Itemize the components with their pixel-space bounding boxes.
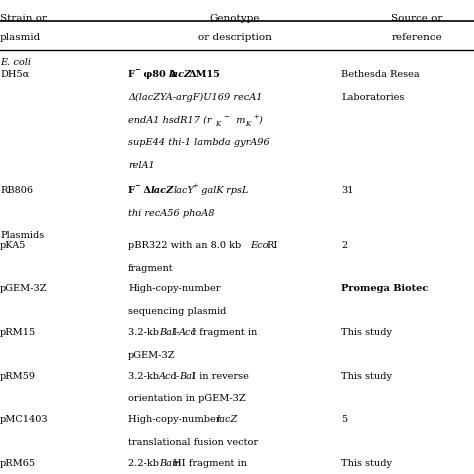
Text: Bal: Bal xyxy=(159,328,175,337)
Text: 3.2-kb: 3.2-kb xyxy=(128,372,162,381)
Text: K: K xyxy=(245,120,250,128)
Text: High-copy-number: High-copy-number xyxy=(128,284,220,293)
Text: I-: I- xyxy=(172,328,179,337)
Text: Bal: Bal xyxy=(179,372,195,381)
Text: endA1 hsdR17 (r: endA1 hsdR17 (r xyxy=(128,116,211,125)
Text: This study: This study xyxy=(341,328,392,337)
Text: 31: 31 xyxy=(341,186,354,195)
Text: Bam: Bam xyxy=(159,459,181,468)
Text: Δ(lacZYA-argF)U169 recA1: Δ(lacZYA-argF)U169 recA1 xyxy=(128,93,263,102)
Text: m: m xyxy=(230,116,246,125)
Text: Plasmids: Plasmids xyxy=(0,231,44,240)
Text: pKA5: pKA5 xyxy=(0,241,27,250)
Text: plasmid: plasmid xyxy=(0,33,41,42)
Text: pMC1403: pMC1403 xyxy=(0,415,49,424)
Text: Promega Biotec: Promega Biotec xyxy=(341,284,428,293)
Text: High-copy-number: High-copy-number xyxy=(128,415,224,424)
Text: K: K xyxy=(215,120,220,128)
Text: pBR322 with an 8.0 kb: pBR322 with an 8.0 kb xyxy=(128,241,245,250)
Text: sequencing plasmid: sequencing plasmid xyxy=(128,307,227,316)
Text: Eco: Eco xyxy=(250,241,268,250)
Text: I fragment in: I fragment in xyxy=(192,328,258,337)
Text: reference: reference xyxy=(392,33,443,42)
Text: E. coli: E. coli xyxy=(0,58,31,67)
Text: Acc: Acc xyxy=(179,328,197,337)
Text: supE44 thi-1 lambda gyrA96: supE44 thi-1 lambda gyrA96 xyxy=(128,138,270,147)
Text: or description: or description xyxy=(198,33,272,42)
Text: −: − xyxy=(135,66,140,74)
Text: This study: This study xyxy=(341,372,392,381)
Text: lacY: lacY xyxy=(173,186,194,195)
Text: ΔM15: ΔM15 xyxy=(189,70,220,79)
Text: Strain or: Strain or xyxy=(0,14,47,23)
Text: RI: RI xyxy=(266,241,278,250)
Text: φ80 Δ: φ80 Δ xyxy=(140,70,177,79)
Text: lacZ: lacZ xyxy=(151,186,174,195)
Text: I-: I- xyxy=(172,372,179,381)
Text: RB806: RB806 xyxy=(0,186,33,195)
Text: I in reverse: I in reverse xyxy=(192,372,249,381)
Text: This study: This study xyxy=(341,459,392,468)
Text: −: − xyxy=(135,182,140,190)
Text: relA1: relA1 xyxy=(128,161,155,170)
Text: −: − xyxy=(223,113,228,121)
Text: +: + xyxy=(253,113,259,121)
Text: ): ) xyxy=(258,116,262,125)
Text: F: F xyxy=(128,70,135,79)
Text: galK: galK xyxy=(198,186,224,195)
Text: HI fragment in: HI fragment in xyxy=(173,459,247,468)
Text: 2.2-kb: 2.2-kb xyxy=(128,459,162,468)
Text: translational fusion vector: translational fusion vector xyxy=(128,438,258,447)
Text: pRM59: pRM59 xyxy=(0,372,36,381)
Text: DH5α: DH5α xyxy=(0,70,29,79)
Text: Source or: Source or xyxy=(392,14,443,23)
Text: Genotype: Genotype xyxy=(210,14,260,23)
Text: orientation in pGEM-3Z: orientation in pGEM-3Z xyxy=(128,394,246,403)
Text: pRM15: pRM15 xyxy=(0,328,36,337)
Text: Laboratories: Laboratories xyxy=(341,93,405,102)
Text: 2: 2 xyxy=(341,241,347,250)
Text: pRM65: pRM65 xyxy=(0,459,36,468)
Text: lacZ: lacZ xyxy=(217,415,238,424)
Text: Acc: Acc xyxy=(159,372,177,381)
Text: +: + xyxy=(192,182,198,190)
Text: Δ: Δ xyxy=(140,186,151,195)
Text: lacZ: lacZ xyxy=(168,70,191,79)
Text: pGEM-3Z: pGEM-3Z xyxy=(128,351,175,360)
Text: Bethesda Resea: Bethesda Resea xyxy=(341,70,420,79)
Text: pGEM-3Z: pGEM-3Z xyxy=(0,284,47,293)
Text: 3.2-kb: 3.2-kb xyxy=(128,328,162,337)
Text: 5: 5 xyxy=(341,415,347,424)
Text: thi recA56 phoA8: thi recA56 phoA8 xyxy=(128,209,214,218)
Text: rpsL: rpsL xyxy=(223,186,248,195)
Text: F: F xyxy=(128,186,135,195)
Text: fragment: fragment xyxy=(128,264,173,273)
